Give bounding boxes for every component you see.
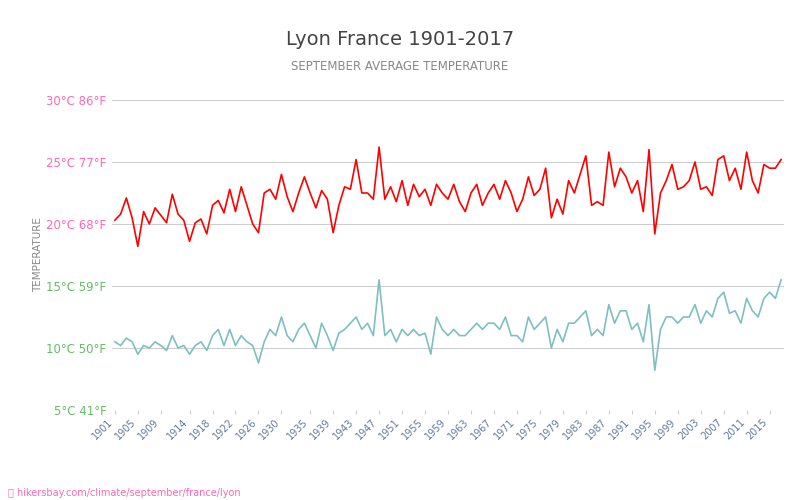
Text: 📍 hikersbay.com/climate/september/france/lyon: 📍 hikersbay.com/climate/september/france…: [8, 488, 241, 498]
Y-axis label: TEMPERATURE: TEMPERATURE: [34, 218, 43, 292]
Text: SEPTEMBER AVERAGE TEMPERATURE: SEPTEMBER AVERAGE TEMPERATURE: [291, 60, 509, 73]
Text: Lyon France 1901-2017: Lyon France 1901-2017: [286, 30, 514, 49]
